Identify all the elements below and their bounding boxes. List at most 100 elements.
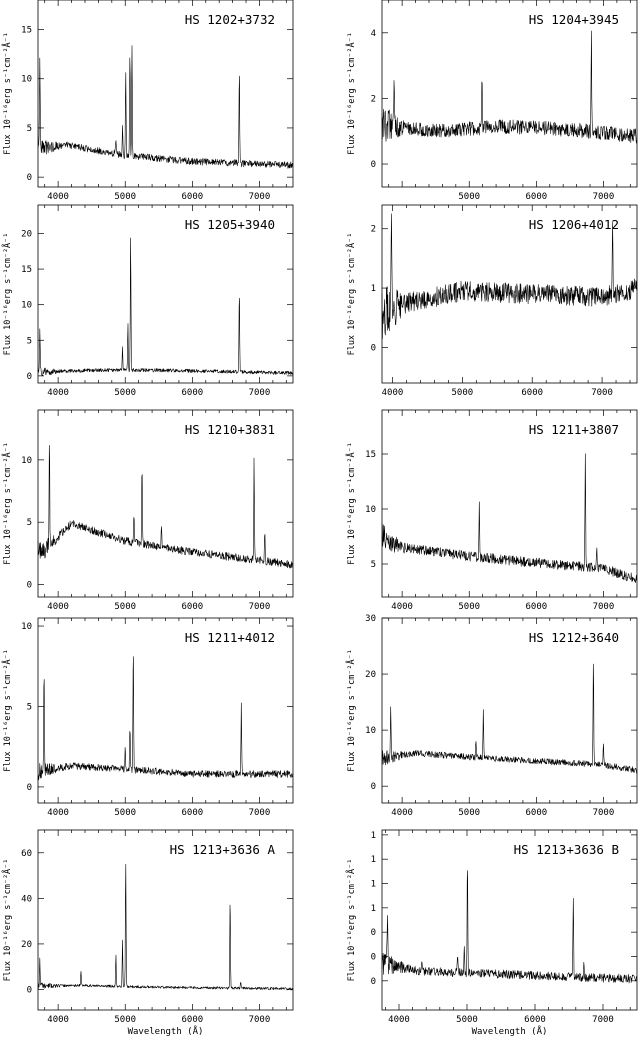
panel-title: HS 1210+3831 (185, 422, 275, 437)
y-tick-label: 0 (371, 160, 376, 170)
y-axis-label: Flux 10⁻¹⁶erg s⁻¹cm⁻²Å⁻¹ (1, 649, 13, 772)
y-tick-label: 1 (371, 880, 376, 890)
panel-title: HS 1213+3636 B (514, 842, 619, 857)
x-tick-label: 5000 (114, 388, 136, 398)
spectrum-panel: 4000 5000 6000 7000 0 20 40 60 HS 1213+3636 A Flu… (1, 829, 294, 1037)
y-tick-label: 0 (371, 782, 376, 792)
y-axis-label: Flux 10⁻¹⁶erg s⁻¹cm⁻²Å⁻¹ (345, 442, 357, 565)
x-tick-label: 5000 (458, 808, 480, 818)
panel-title: HS 1211+3807 (529, 422, 619, 437)
y-tick-label: 5 (27, 702, 32, 712)
panel-title: HS 1211+4012 (185, 630, 275, 645)
x-tick-label: 6000 (525, 192, 547, 202)
plot-frame (37, 409, 294, 598)
y-tick-label: 0 (371, 928, 376, 938)
spectrum-line (37, 237, 293, 377)
panel-title: HS 1204+3945 (529, 12, 619, 27)
x-axis-label: Wavelength (Å) (128, 1025, 204, 1037)
y-tick-label: 5 (27, 336, 32, 346)
y-axis-label: Flux 10⁻¹⁶erg s⁻¹cm⁻²Å⁻¹ (1, 233, 13, 356)
spectrum-panel: 4000 5000 6000 7000 0 5 10 HS 1210+3831 Flux 10⁻… (1, 409, 294, 612)
y-tick-label: 15 (21, 26, 32, 36)
spectrum-panel: 4000 5000 6000 7000 0 5 10 15 20 HS 1205+3940 Flux… (1, 204, 294, 398)
panel-title: HS 1206+4012 (529, 217, 619, 232)
spectrum-line (381, 30, 637, 144)
y-tick-label: 2 (371, 94, 376, 104)
plot-frame (37, 617, 294, 804)
x-tick-label: 4000 (391, 808, 413, 818)
plot-frame (381, 617, 638, 804)
x-tick-label: 5000 (114, 1015, 136, 1025)
x-tick-label: 6000 (525, 808, 547, 818)
y-tick-label: 10 (365, 505, 376, 515)
spectrum-line (37, 444, 293, 569)
y-tick-label: 15 (21, 265, 32, 275)
y-tick-label: 40 (21, 894, 32, 904)
x-tick-label: 6000 (181, 388, 203, 398)
y-tick-label: 0 (27, 985, 32, 995)
spectrum-panel: 4000 5000 6000 7000 0 0 0 1 1 1 1 HS 1213+3636 B Flu… (345, 829, 638, 1037)
spectrum-line (37, 45, 293, 169)
y-tick-label: 0 (27, 372, 32, 382)
plot-frame (381, 204, 638, 384)
x-tick-label: 7000 (249, 192, 271, 202)
y-axis-label: Flux 10⁻¹⁶erg s⁻¹cm⁻²Å⁻¹ (345, 32, 357, 155)
x-tick-label: 7000 (593, 192, 615, 202)
x-tick-label: 5000 (458, 602, 480, 612)
x-tick-label: 4000 (47, 192, 69, 202)
y-tick-label: 30 (365, 614, 376, 624)
y-tick-label: 15 (365, 450, 376, 460)
x-tick-label: 7000 (591, 388, 613, 398)
y-tick-label: 1 (371, 284, 376, 294)
y-tick-label: 10 (21, 622, 32, 632)
y-tick-label: 0 (27, 783, 32, 793)
spectrum-panel: 4000 5000 6000 7000 0 5 10 HS 1211+4012 Flux 10⁻… (1, 617, 294, 818)
x-tick-label: 6000 (181, 808, 203, 818)
y-axis-label: Flux 10⁻¹⁶erg s⁻¹cm⁻²Å⁻¹ (345, 233, 357, 356)
plot-frame (381, 829, 638, 1011)
spectrum-line (38, 863, 293, 991)
x-tick-label: 4000 (47, 602, 69, 612)
y-tick-label: 0 (371, 952, 376, 962)
x-tick-label: 7000 (249, 388, 271, 398)
y-axis-label: Flux 10⁻¹⁶erg s⁻¹cm⁻²Å⁻¹ (1, 442, 13, 565)
y-tick-label: 4 (371, 29, 376, 39)
spectrum-line (381, 213, 638, 340)
x-tick-label: 4000 (47, 388, 69, 398)
x-tick-label: 7000 (249, 602, 271, 612)
y-axis-label: Flux 10⁻¹⁶erg s⁻¹cm⁻²Å⁻¹ (1, 32, 13, 155)
x-tick-label: 6000 (524, 1015, 546, 1025)
x-tick-label: 4000 (47, 808, 69, 818)
y-tick-label: 1 (371, 904, 376, 914)
plot-frame (37, 829, 294, 1011)
x-tick-label: 7000 (249, 808, 271, 818)
x-tick-label: 7000 (593, 808, 615, 818)
x-axis-label: Wavelength (Å) (472, 1025, 548, 1037)
x-tick-label: 6000 (181, 602, 203, 612)
y-tick-label: 60 (21, 849, 32, 859)
y-tick-label: 10 (21, 75, 32, 85)
spectrum-line (381, 870, 637, 984)
x-tick-label: 7000 (249, 1015, 271, 1025)
x-tick-label: 7000 (592, 1015, 614, 1025)
spectrum-line (381, 453, 637, 583)
x-tick-label: 7000 (593, 602, 615, 612)
y-tick-label: 20 (365, 670, 376, 680)
x-tick-label: 6000 (181, 192, 203, 202)
y-tick-label: 0 (27, 581, 32, 591)
y-tick-label: 1 (371, 855, 376, 865)
y-axis-label: Flux 10⁻¹⁶erg s⁻¹cm⁻²Å⁻¹ (1, 859, 13, 982)
y-tick-label: 20 (21, 940, 32, 950)
x-tick-label: 5000 (456, 1015, 478, 1025)
x-tick-label: 5000 (458, 192, 480, 202)
plot-frame (381, 0, 638, 188)
spectrum-panel: 4000 5000 6000 7000 5 10 15 HS 1211+3807 Flux 10… (345, 409, 638, 612)
spectrum-panel: 4000 5000 6000 7000 0 10 20 30 HS 1212+3640 Flux … (345, 614, 638, 818)
x-tick-label: 4000 (391, 602, 413, 612)
spectrum-panel: 4000 5000 6000 7000 0 5 10 15 HS 1202+3732 Flux 1… (1, 0, 294, 202)
x-tick-label: 6000 (525, 602, 547, 612)
y-tick-label: 2 (371, 225, 376, 235)
x-tick-label: 5000 (114, 192, 136, 202)
y-tick-label: 0 (27, 173, 32, 183)
